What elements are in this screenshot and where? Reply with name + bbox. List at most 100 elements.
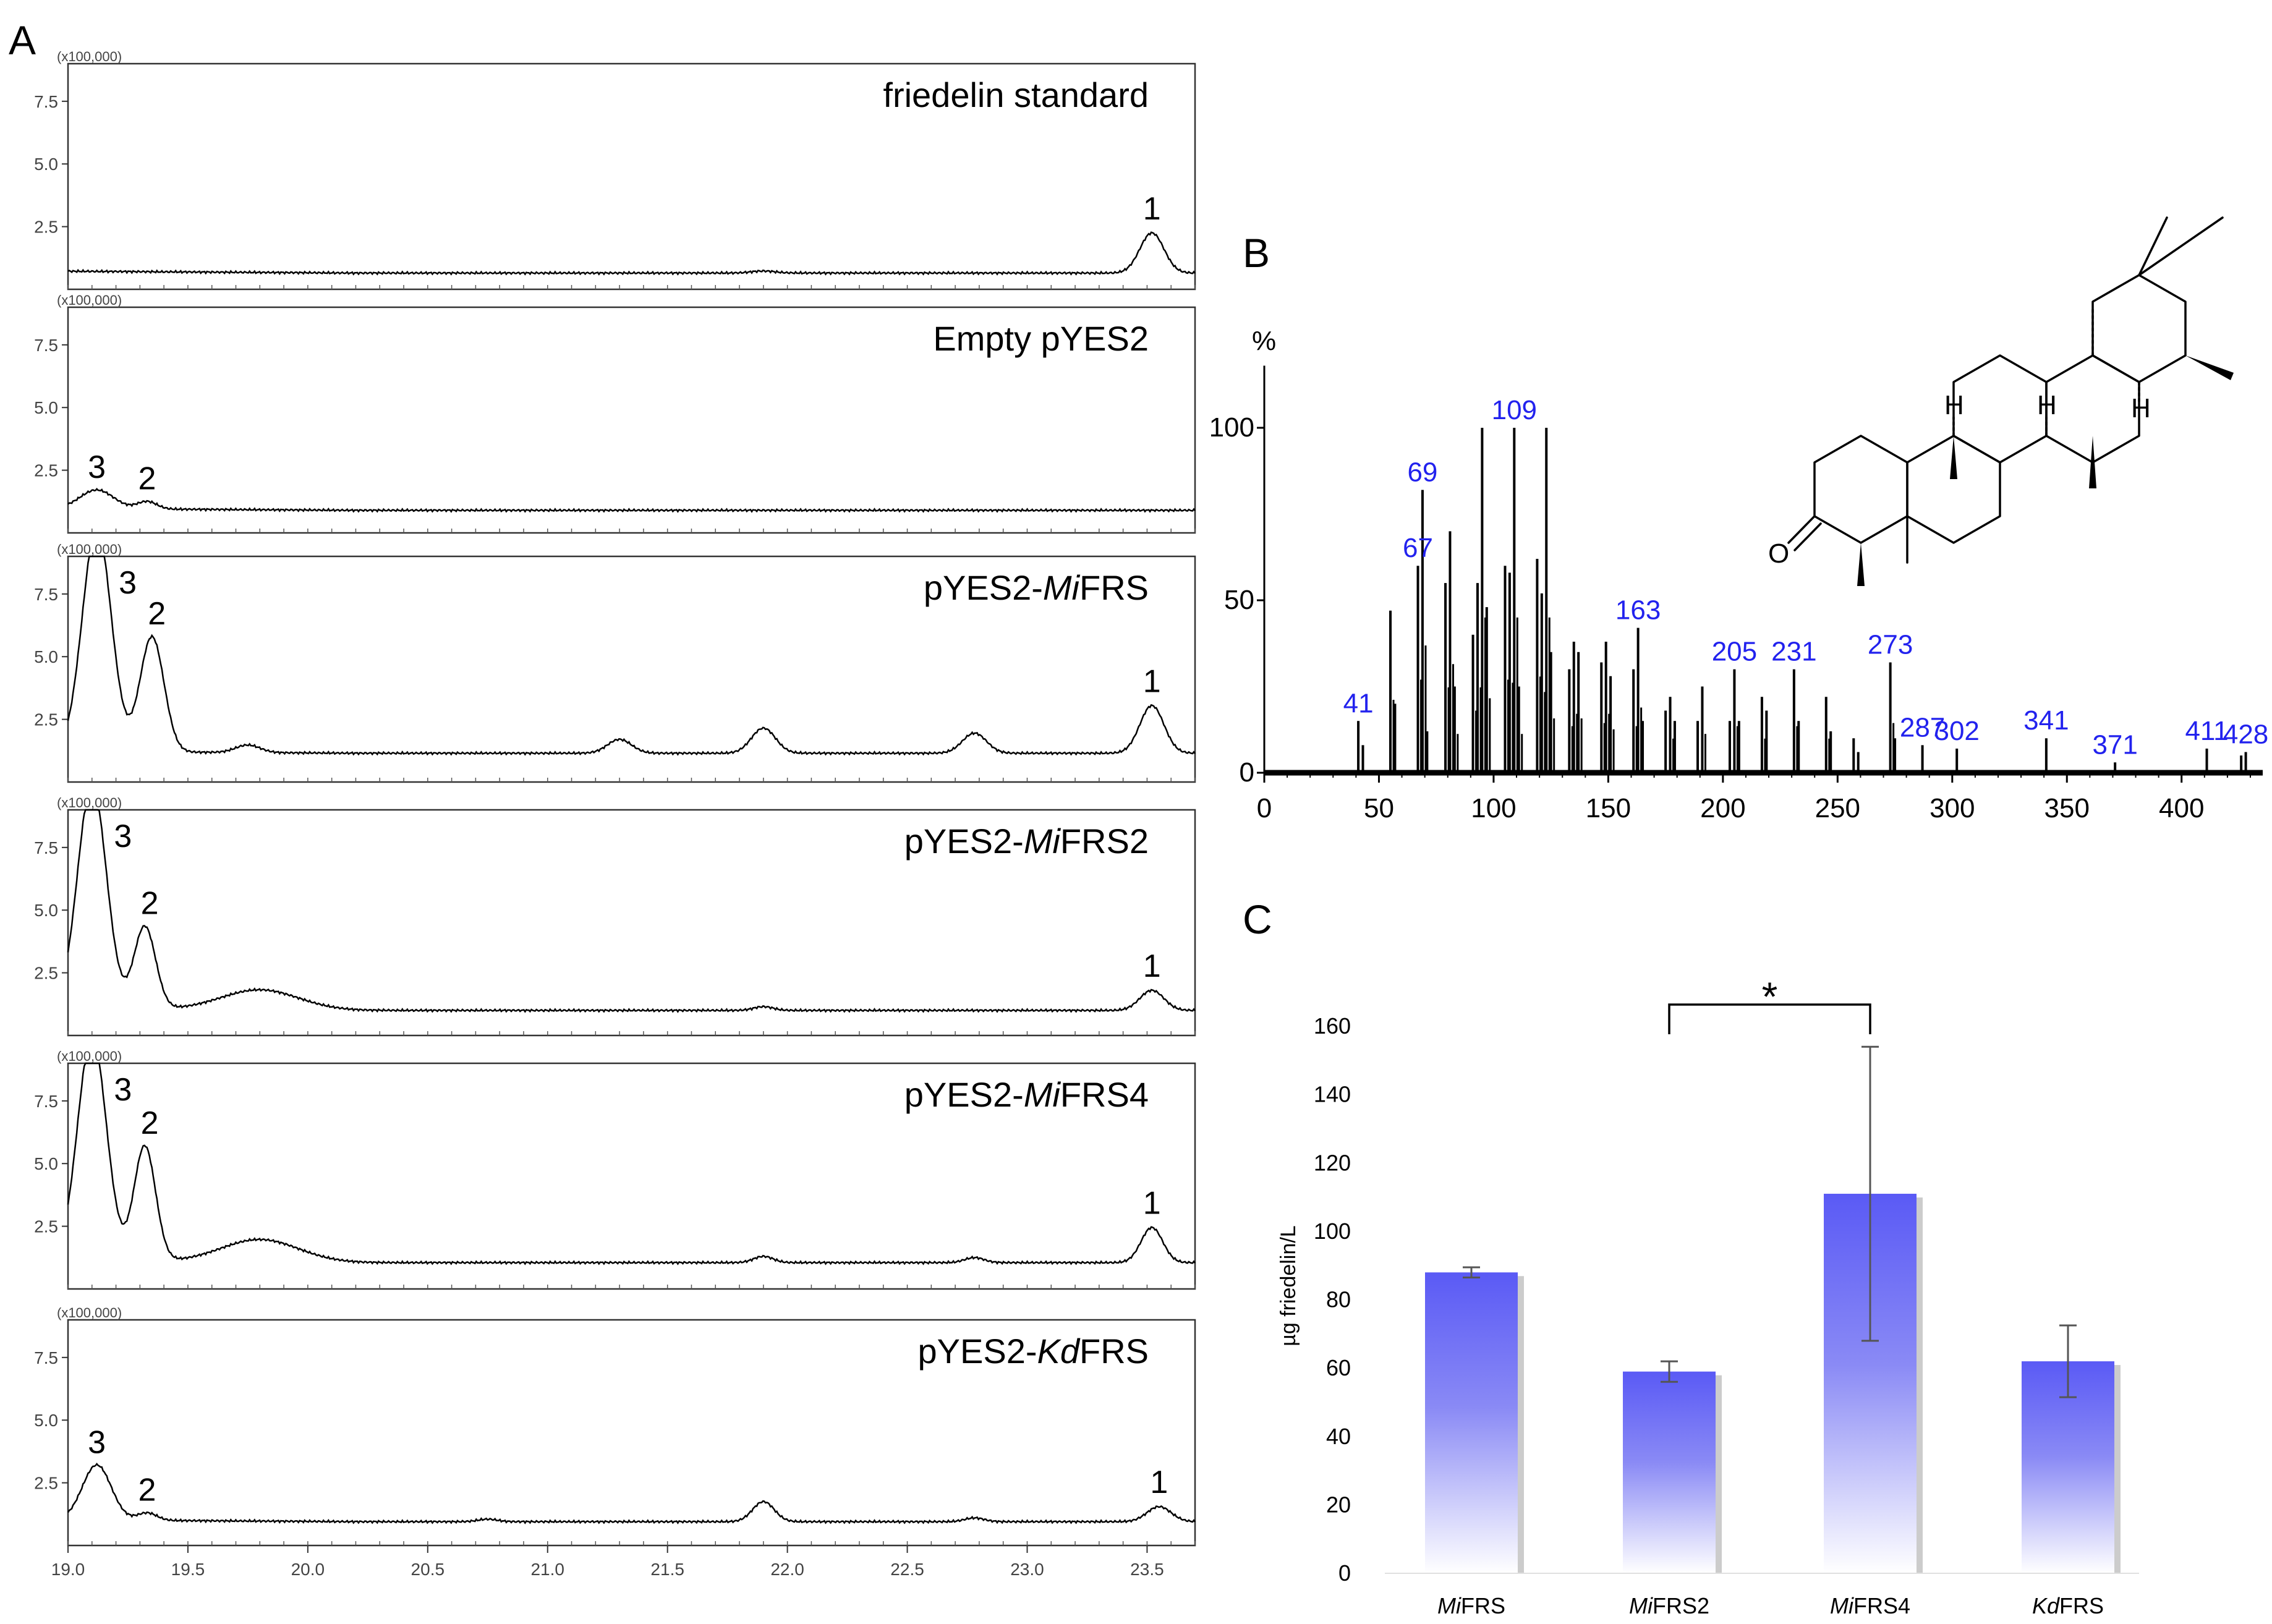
ms-y-tick-label: 0 [1240, 757, 1254, 788]
y-tick-label: 2.5 [34, 964, 58, 983]
structure-h-1: H [1944, 390, 1964, 420]
y-scale-label: (x100,000) [57, 49, 122, 64]
peak-label-1: 1 [1143, 663, 1161, 699]
ms-x-tick-label: 200 [1700, 793, 1745, 823]
chromatogram-trace [67, 1463, 1196, 1524]
ms-mz-label: 41 [1343, 688, 1374, 718]
friedelin-structure: O H H H [1768, 216, 2234, 586]
chromatogram-frame [67, 62, 1196, 291]
ms-mz-label: 341 [2023, 705, 2069, 736]
y-tick-label: 5.0 [34, 1411, 58, 1430]
peak-label-3: 3 [119, 565, 137, 601]
bar-y-tick-label: 0 [1338, 1560, 1351, 1586]
ms-mz-label: 163 [1615, 595, 1661, 626]
ms-x-tick-label: 400 [2159, 793, 2204, 823]
bar-y-tick-label: 40 [1326, 1424, 1351, 1449]
y-tick-label: 7.5 [34, 92, 58, 111]
bar-y-tick-label: 60 [1326, 1355, 1351, 1380]
significance-star: * [1762, 974, 1778, 1019]
chromatogram-title: pYES2-MiFRS2 [904, 822, 1149, 861]
peak-label-2: 2 [138, 461, 156, 496]
y-tick-label: 5.0 [34, 647, 58, 666]
peak-label-3: 3 [114, 1072, 132, 1108]
y-scale-label: (x100,000) [57, 1305, 122, 1320]
x-tick-label: 23.0 [1010, 1560, 1044, 1579]
y-scale-label: (x100,000) [57, 292, 122, 308]
chromatogram-frame [67, 555, 1196, 783]
bar-category-label: MiFRS4 [1830, 1593, 1910, 1618]
chromatogram-frame [67, 306, 1196, 534]
y-tick-label: 5.0 [34, 901, 58, 920]
panel-label-a: A [9, 17, 36, 63]
chromatogram-trace [67, 1062, 1196, 1265]
chromatogram-trace [67, 231, 1196, 276]
bar-y-tick-label: 160 [1314, 1013, 1351, 1039]
y-tick-label: 2.5 [34, 1474, 58, 1493]
y-tick-label: 2.5 [34, 1217, 58, 1236]
ms-mz-label: 273 [1868, 629, 1913, 660]
y-scale-label: (x100,000) [57, 795, 122, 810]
x-tick-label: 19.0 [51, 1560, 85, 1579]
bar [1623, 1371, 1716, 1573]
ms-x-tick-label: 0 [1257, 793, 1272, 823]
bar-y-label: µg friedelin/L [1277, 1225, 1300, 1346]
chromatogram-title: Empty pYES2 [933, 319, 1149, 358]
peak-label-2: 2 [148, 596, 166, 632]
y-scale-label: (x100,000) [57, 1048, 122, 1064]
ms-y-tick-label: 50 [1224, 585, 1254, 615]
y-tick-label: 7.5 [34, 1348, 58, 1367]
chromatogram-title: pYES2-MiFRS [924, 568, 1149, 607]
structure-h-3: H [2131, 393, 2151, 423]
chromatogram-title: pYES2-KdFRS [918, 1332, 1149, 1371]
ms-mz-label: 69 [1407, 457, 1437, 487]
panel-c-bar-chart: µg friedelin/L 0 20 40 60 80 100 120 140 160 MiFR… [1277, 974, 2139, 1618]
peak-label-1: 1 [1143, 948, 1161, 984]
peak-label-3: 3 [88, 1424, 106, 1460]
x-tick-label: 23.5 [1130, 1560, 1164, 1579]
ms-x-tick-label: 50 [1364, 793, 1394, 823]
bar-category-label: MiFRS2 [1629, 1593, 1709, 1618]
bar-category-label: MiFRS [1437, 1593, 1505, 1618]
peak-label-1: 1 [1143, 1186, 1161, 1222]
bar-category-label: KdFRS [2032, 1593, 2104, 1618]
y-tick-label: 5.0 [34, 1154, 58, 1173]
ms-y-tick-label: 100 [1209, 412, 1254, 443]
panel-a-chromatograms: (x100,000) 2.5 5.0 7.5 friedelin standard 1 (x… [34, 49, 1196, 1547]
panel-label-b: B [1243, 230, 1270, 276]
structure-h-2: H [2037, 390, 2057, 420]
peak-label-2: 2 [138, 1472, 156, 1508]
ms-mz-label: 411 [2185, 716, 2228, 746]
x-tick-label: 20.0 [291, 1560, 325, 1579]
ms-mz-label: 302 [1934, 716, 1979, 746]
chromatogram-frame [67, 809, 1196, 1037]
y-tick-label: 5.0 [34, 155, 58, 174]
chromatogram-trace [67, 809, 1196, 1013]
panel-label-c: C [1243, 896, 1272, 942]
y-tick-label: 2.5 [34, 710, 58, 729]
x-tick-label: 22.5 [890, 1560, 924, 1579]
chromatogram-frame [67, 1319, 1196, 1547]
y-tick-label: 2.5 [34, 461, 58, 480]
y-tick-label: 7.5 [34, 585, 58, 604]
panel-a-x-axis: 19.0 19.5 20.0 20.5 21.0 21.5 22.0 22.5 23.0 23.5 [51, 1545, 1164, 1579]
ms-mz-label: 109 [1492, 395, 1537, 425]
bar [1425, 1272, 1518, 1573]
ms-mz-label: 205 [1712, 637, 1757, 667]
y-scale-label: (x100,000) [57, 542, 122, 557]
peak-label-3: 3 [88, 449, 106, 485]
y-tick-label: 7.5 [34, 1092, 58, 1111]
chromatogram-title: pYES2-MiFRS4 [904, 1075, 1149, 1114]
ms-x-tick-label: 150 [1586, 793, 1631, 823]
y-tick-label: 7.5 [34, 336, 58, 355]
x-tick-label: 21.5 [650, 1560, 684, 1579]
bar-y-tick-label: 140 [1314, 1082, 1351, 1107]
x-tick-label: 21.0 [530, 1560, 564, 1579]
bar-y-tick-label: 80 [1326, 1287, 1351, 1312]
x-tick-label: 20.5 [411, 1560, 445, 1579]
peak-label-2: 2 [141, 1105, 159, 1141]
bar-y-tick-label: 120 [1314, 1150, 1351, 1175]
structure-oxygen: O [1768, 538, 1789, 569]
significance-bracket [1668, 1003, 1871, 1034]
chromatogram-frame [67, 1062, 1196, 1290]
ms-mz-label: 428 [2223, 720, 2268, 750]
